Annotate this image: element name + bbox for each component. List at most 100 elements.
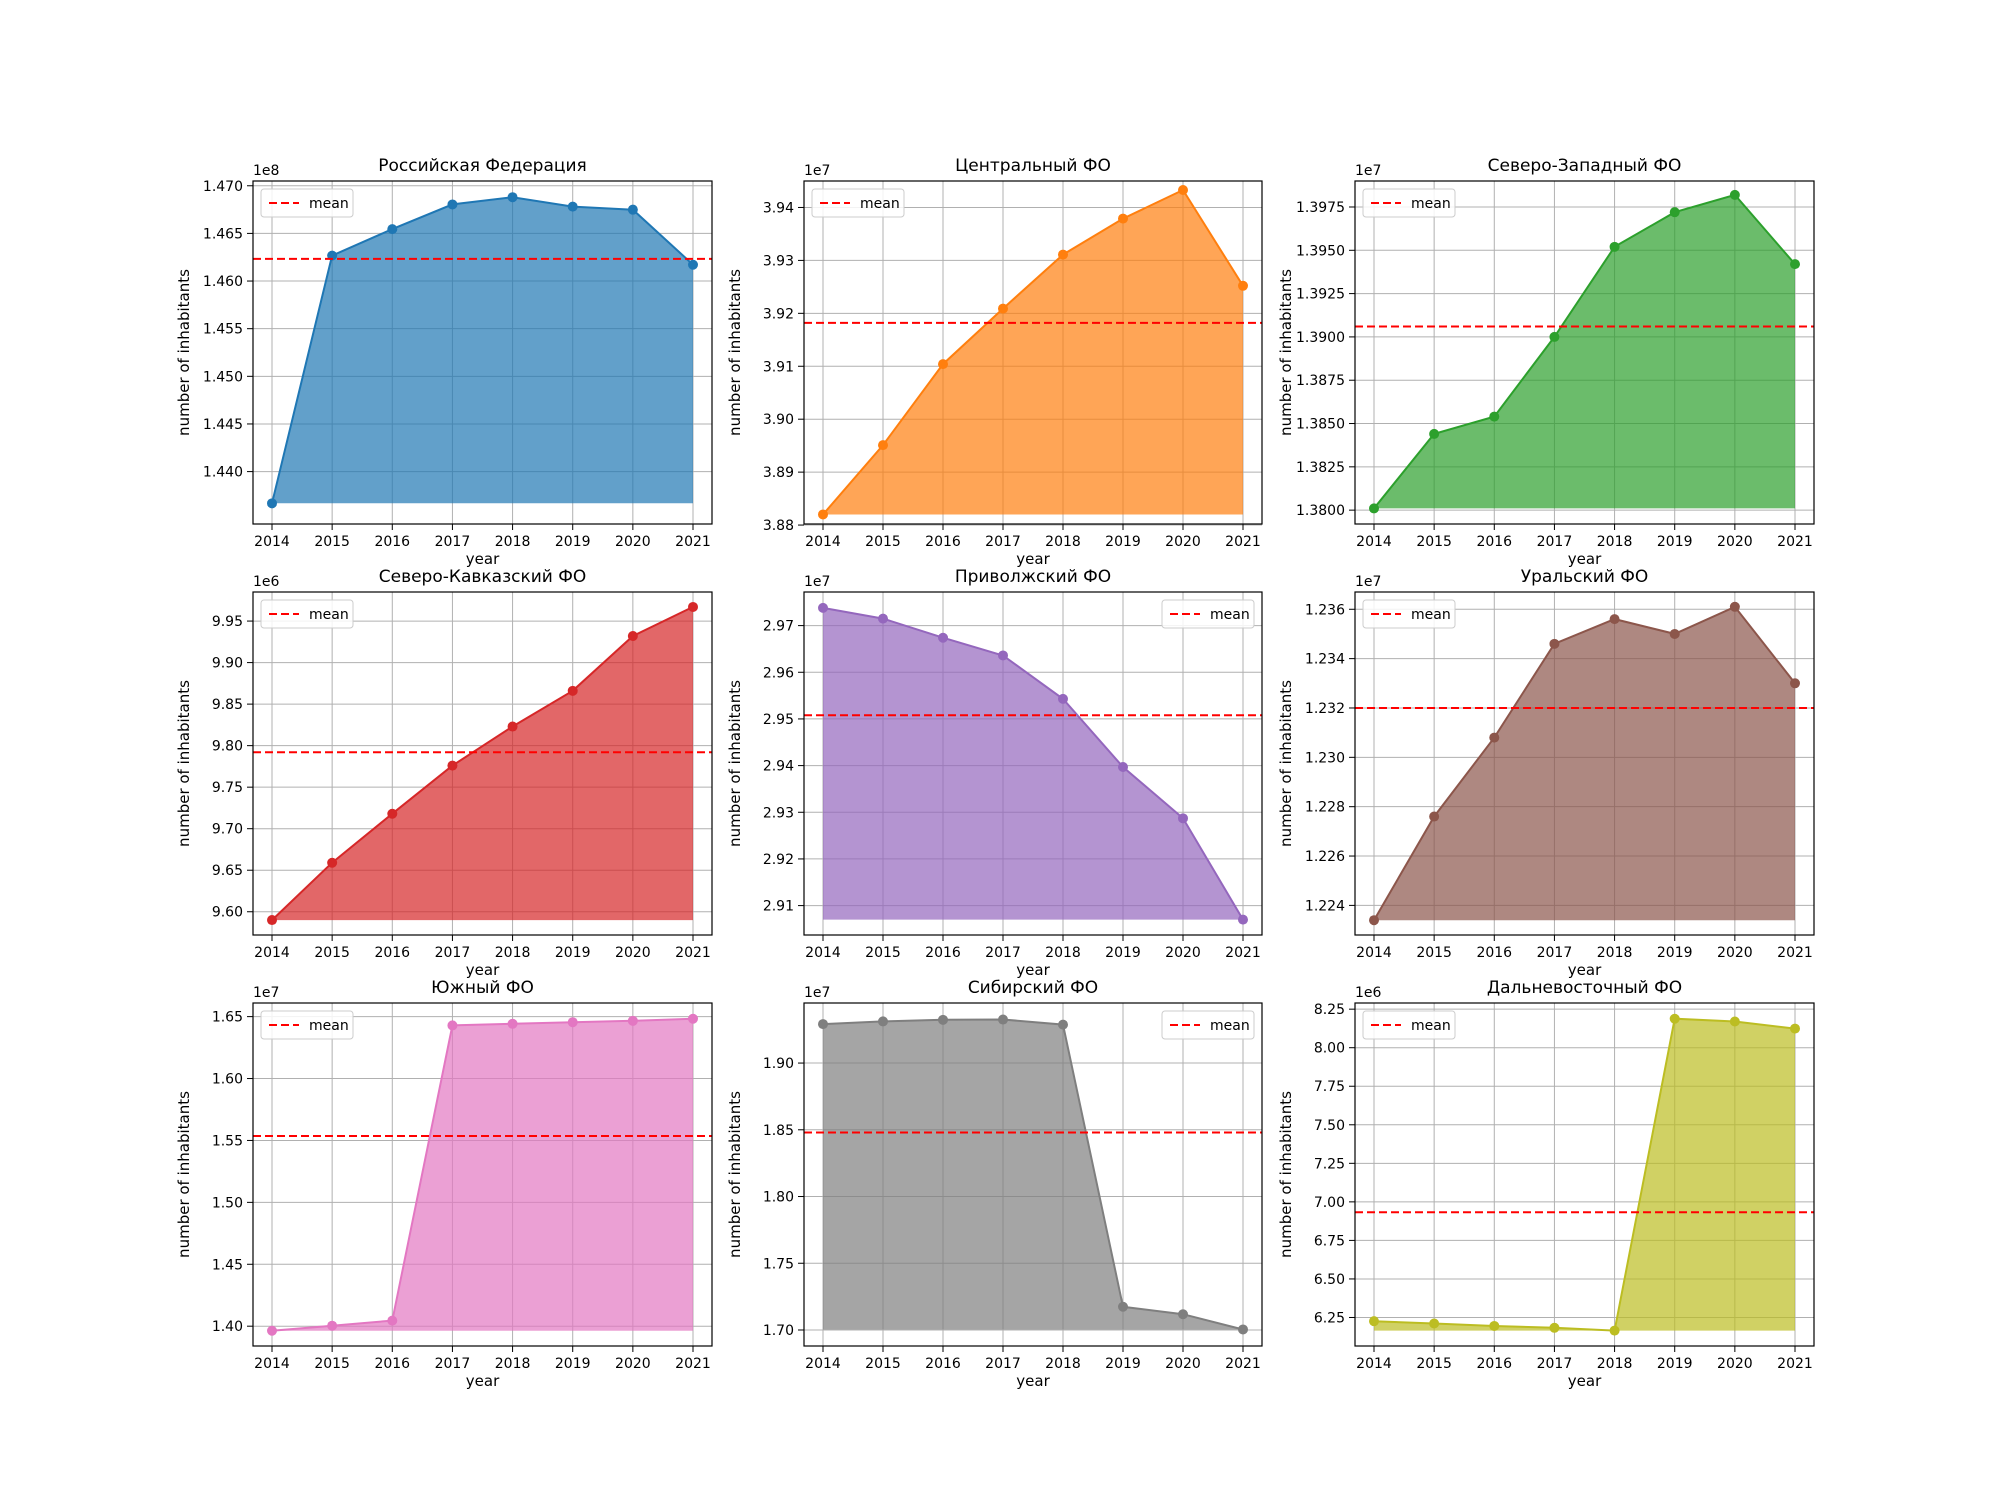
data-point (447, 1020, 458, 1031)
data-point (1429, 1318, 1440, 1329)
x-tick-label: 2019 (1657, 534, 1693, 550)
data-point (627, 1015, 638, 1026)
legend-label: mean (1210, 607, 1250, 623)
data-point (1369, 915, 1379, 926)
subplot: 2014 2015 2016 2017 2018 2019 2020 2021 1.3800 1.… (1277, 156, 1815, 568)
x-tick-label: 2016 (925, 945, 961, 961)
data-point (1549, 331, 1560, 342)
x-tick-label: 2015 (1416, 534, 1452, 550)
x-tick-label: 2017 (985, 534, 1021, 550)
legend-box (1362, 599, 1456, 629)
y-tick-label: 1.455 (203, 322, 243, 338)
y-axis-label: number of inhabitants (1277, 680, 1295, 847)
x-tick-label: 2018 (1045, 945, 1081, 961)
data-point (387, 224, 398, 235)
subplot: 2014 2015 2016 2017 2018 2019 2020 2021 1.440 1.4… (175, 156, 713, 568)
legend-label: mean (1210, 1018, 1250, 1034)
x-tick-label: 2018 (495, 534, 531, 550)
x-tick-label: 2015 (314, 534, 350, 550)
data-point (878, 1016, 888, 1027)
data-point (688, 1013, 698, 1024)
y-tick-label: 1.230 (1305, 750, 1345, 766)
data-point (267, 915, 277, 926)
subplot: 2014 2015 2016 2017 2018 2019 2020 2021 1.70 1.75… (726, 978, 1263, 1390)
y-tick-label: 3.94 (763, 200, 794, 216)
legend-label: mean (1411, 196, 1451, 212)
data-point (1118, 213, 1128, 224)
y-tick-label: 9.85 (212, 697, 243, 713)
x-axis-label: year (1568, 961, 1602, 979)
y-tick-label: 1.3925 (1296, 287, 1345, 303)
x-axis-label: year (466, 961, 500, 979)
x-tick-label: 2020 (1717, 534, 1753, 550)
y-axis-label: number of inhabitants (175, 680, 193, 847)
axes-frame (252, 180, 713, 525)
series-line (822, 188, 1244, 516)
y-tick-label: 8.00 (1314, 1041, 1345, 1057)
chart-title: Южный ФО (431, 978, 534, 998)
subplot: 2014 2015 2016 2017 2018 2019 2020 2021 9.60 9.65… (175, 567, 713, 979)
chart-title: Сибирский ФО (968, 978, 1098, 998)
y-tick-label: 1.3825 (1296, 460, 1345, 476)
y-tick-label: 1.90 (763, 1056, 794, 1072)
y-tick-label: 1.3850 (1296, 417, 1345, 433)
x-tick-label: 2019 (1105, 945, 1141, 961)
x-tick-label: 2021 (1225, 945, 1261, 961)
y-tick-label: 1.3800 (1296, 503, 1345, 519)
data-point (567, 201, 578, 212)
legend: mean (260, 1010, 354, 1040)
x-tick-label: 2016 (1476, 1356, 1512, 1372)
x-tick-label: 2016 (1476, 945, 1512, 961)
axis-multiplier: 1e7 (1355, 163, 1381, 179)
data-point (507, 192, 518, 203)
x-tick-label: 2018 (1597, 534, 1633, 550)
legend-box (260, 599, 354, 629)
y-tick-label: 7.75 (1314, 1079, 1345, 1095)
data-point (878, 613, 888, 624)
subplot: 2014 2015 2016 2017 2018 2019 2020 2021 1.224 1.2… (1277, 567, 1815, 979)
y-tick-label: 1.450 (203, 369, 243, 385)
data-point (818, 509, 828, 520)
legend-label: mean (1411, 1018, 1451, 1034)
y-tick-label: 1.70 (763, 1323, 794, 1339)
y-tick-label: 1.232 (1305, 701, 1345, 717)
data-point (688, 259, 698, 270)
legend-box (811, 188, 905, 218)
y-tick-label: 6.50 (1314, 1272, 1345, 1288)
x-axis-label: year (466, 1372, 500, 1390)
data-point (1549, 638, 1560, 649)
data-point (1609, 614, 1620, 625)
x-axis-label: year (1568, 1372, 1602, 1390)
legend-box (1161, 599, 1255, 629)
y-tick-label: 1.85 (763, 1123, 794, 1139)
data-point (818, 1019, 828, 1030)
area-fill (1374, 1018, 1795, 1331)
y-tick-label: 1.445 (203, 417, 243, 433)
legend-box (1362, 188, 1456, 218)
x-tick-label: 2015 (314, 945, 350, 961)
series-line (1373, 193, 1796, 510)
x-tick-label: 2017 (435, 1356, 471, 1372)
y-tick-label: 9.95 (212, 614, 243, 630)
x-tick-label: 2017 (435, 534, 471, 550)
y-axis-label: number of inhabitants (1277, 269, 1295, 436)
y-tick-label: 1.460 (203, 274, 243, 290)
y-tick-label: 2.94 (763, 759, 794, 775)
subplot: 2014 2015 2016 2017 2018 2019 2020 2021 6.25 6.50… (1277, 978, 1815, 1390)
data-point (1729, 189, 1740, 200)
legend-label: mean (309, 607, 349, 623)
data-point (1669, 1013, 1680, 1024)
y-tick-label: 1.236 (1305, 602, 1345, 618)
data-point (1790, 678, 1800, 689)
data-point (1369, 1316, 1379, 1327)
data-point (627, 204, 638, 215)
x-tick-label: 2020 (1165, 945, 1201, 961)
y-tick-label: 1.3900 (1296, 330, 1345, 346)
x-tick-label: 2019 (1105, 1356, 1141, 1372)
x-tick-label: 2015 (314, 1356, 350, 1372)
legend-box (1161, 1010, 1255, 1040)
y-tick-label: 1.40 (212, 1319, 243, 1335)
data-point (1178, 1309, 1188, 1320)
x-tick-label: 2019 (1657, 945, 1693, 961)
y-tick-label: 1.440 (203, 465, 243, 481)
